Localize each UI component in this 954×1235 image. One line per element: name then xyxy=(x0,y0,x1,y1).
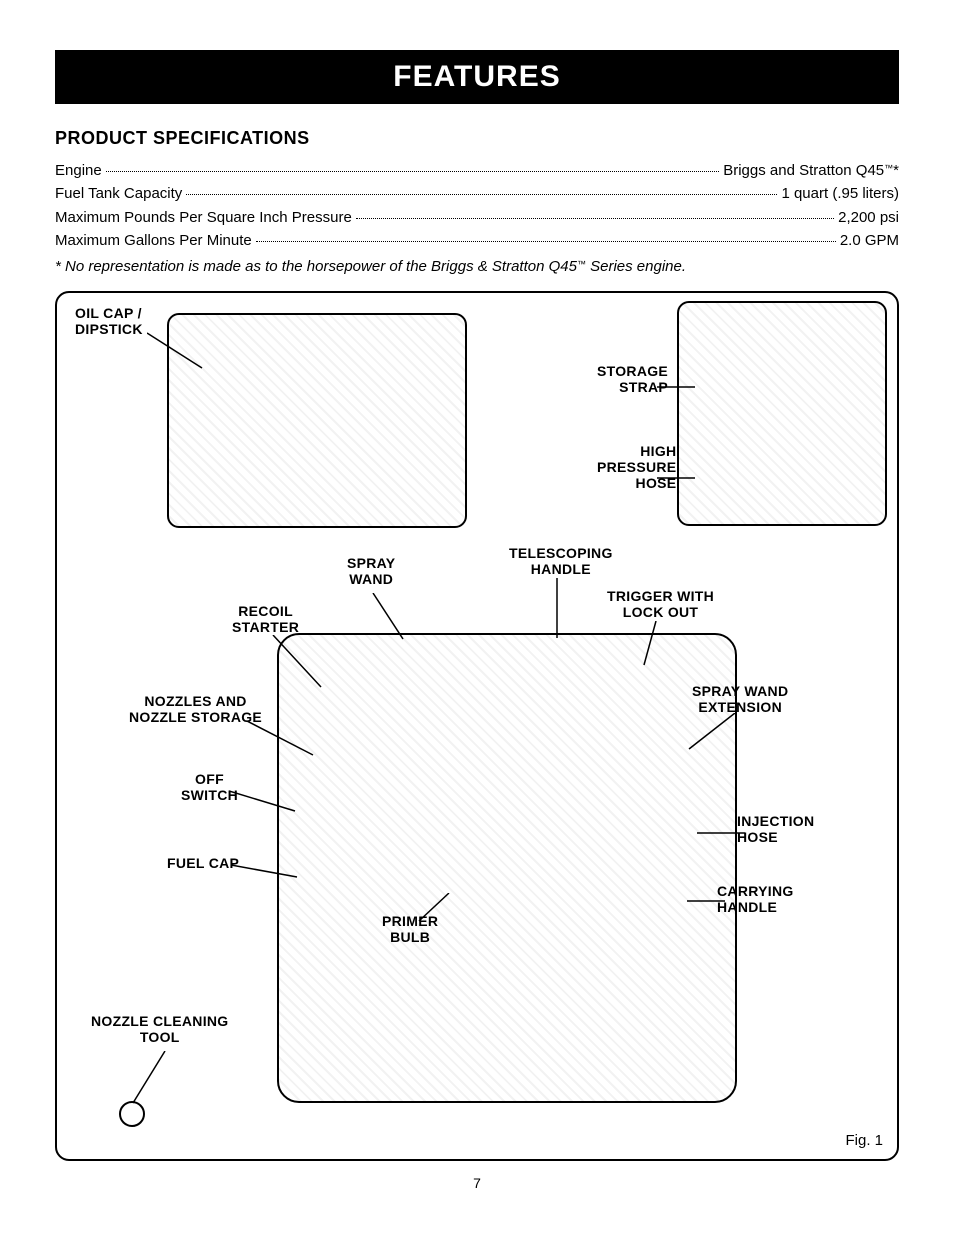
leader-dots xyxy=(186,194,777,195)
callout-telescoping-handle: TELESCOPINGHANDLE xyxy=(509,545,613,577)
spec-row-fuel: Fuel Tank Capacity 1 quart (.95 liters) xyxy=(55,182,899,205)
leader-dots xyxy=(256,241,836,242)
pointer-line xyxy=(147,323,207,373)
pointer-line xyxy=(247,721,317,761)
page-number: 7 xyxy=(55,1175,899,1191)
figure-number: Fig. 1 xyxy=(845,1132,883,1149)
pointer-line xyxy=(367,593,407,643)
pointer-line xyxy=(267,635,327,695)
leader-dots xyxy=(106,171,720,172)
spec-label: Fuel Tank Capacity xyxy=(55,182,182,205)
callout-oil-cap: OIL CAP /DIPSTICK xyxy=(75,305,143,337)
callout-nozzle-clean-tool: NOZZLE CLEANINGTOOL xyxy=(91,1013,229,1045)
spec-value: 2.0 GPM xyxy=(840,229,899,252)
pointer-line xyxy=(229,785,299,815)
callout-nozzles-storage: NOZZLES ANDNOZZLE STORAGE xyxy=(129,693,262,725)
footnote-suffix: Series engine. xyxy=(586,258,686,275)
spec-list: Engine Briggs and Stratton Q45™* Fuel Ta… xyxy=(55,159,899,252)
product-specs-heading: PRODUCT SPECIFICATIONS xyxy=(55,128,899,149)
spec-value: Briggs and Stratton Q45™* xyxy=(723,159,899,182)
callout-storage-strap: STORAGESTRAP xyxy=(597,363,668,395)
pointer-line xyxy=(103,1051,223,1111)
footnote-text: * No representation is made as to the ho… xyxy=(55,258,577,275)
spec-row-gpm: Maximum Gallons Per Minute 2.0 GPM xyxy=(55,229,899,252)
features-title-bar: FEATURES xyxy=(55,50,899,104)
spec-label: Maximum Pounds Per Square Inch Pressure xyxy=(55,206,352,229)
callout-off-switch: OFFSWITCH xyxy=(181,771,238,803)
callout-trigger-lockout: TRIGGER WITHLOCK OUT xyxy=(607,588,714,620)
tm-mark: ™ xyxy=(884,163,893,173)
features-diagram: OIL CAP /DIPSTICK STORAGESTRAP HIGHPRESS… xyxy=(55,291,899,1161)
spec-value-suffix: * xyxy=(893,162,899,179)
callout-primer-bulb: PRIMERBULB xyxy=(382,913,438,945)
engine-top-view-illustration xyxy=(167,313,467,528)
spec-row-engine: Engine Briggs and Stratton Q45™* xyxy=(55,159,899,182)
leader-dots xyxy=(356,218,834,219)
pointer-line xyxy=(231,861,301,881)
spec-value: 2,200 psi xyxy=(838,206,899,229)
pressure-washer-main-illustration xyxy=(277,633,737,1103)
spec-footnote: * No representation is made as to the ho… xyxy=(55,258,899,275)
spec-label: Maximum Gallons Per Minute xyxy=(55,229,252,252)
pointer-line xyxy=(642,621,682,671)
spec-value: 1 quart (.95 liters) xyxy=(781,182,899,205)
tm-mark: ™ xyxy=(577,259,586,269)
engine-rear-view-illustration xyxy=(677,301,887,526)
spec-label: Engine xyxy=(55,159,102,182)
callout-spray-wand-ext: SPRAY WANDEXTENSION xyxy=(692,683,788,715)
callout-high-pressure-hose: HIGHPRESSUREHOSE xyxy=(597,443,676,491)
spec-row-psi: Maximum Pounds Per Square Inch Pressure … xyxy=(55,206,899,229)
callout-carrying-handle: CARRYINGHANDLE xyxy=(717,883,794,915)
callout-recoil-starter: RECOILSTARTER xyxy=(232,603,299,635)
callout-fuel-cap: FUEL CAP xyxy=(167,855,239,871)
spec-value-text: Briggs and Stratton Q45 xyxy=(723,162,884,179)
pointer-line xyxy=(547,578,587,648)
callout-injection-hose: INJECTIONHOSE xyxy=(737,813,814,845)
callout-spray-wand: SPRAYWAND xyxy=(347,555,395,587)
pointer-line xyxy=(687,713,737,753)
